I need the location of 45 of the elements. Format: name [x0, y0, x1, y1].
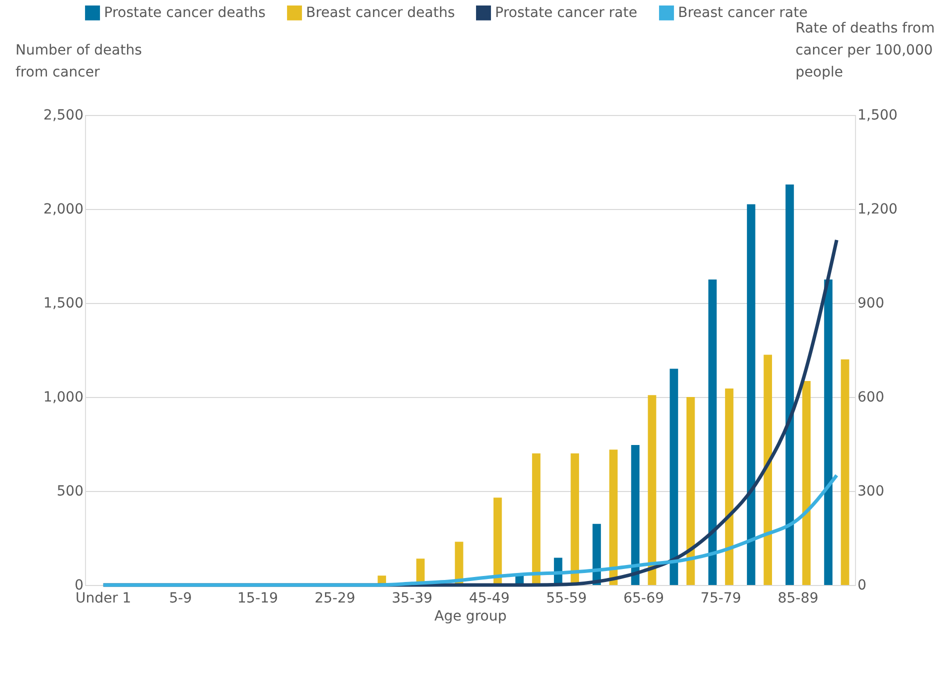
bar: [764, 354, 772, 585]
bar: [648, 395, 656, 585]
legend-label: Breast cancer deaths: [306, 4, 455, 21]
bar: [493, 498, 502, 585]
y2-tick-label: 1,500: [858, 108, 898, 124]
y2-tick-label: 0: [858, 578, 866, 594]
bar: [802, 381, 811, 585]
legend-label: Breast cancer rate: [678, 4, 808, 21]
line-series: [102, 474, 838, 587]
x-tick-label: Under 1: [75, 590, 132, 606]
bar: [824, 280, 832, 585]
x-tick-label: 25-29: [314, 590, 356, 606]
y2-tick-label: 900: [858, 296, 884, 312]
y-tick-label: 2,500: [43, 108, 84, 124]
x-tick-label: 15-19: [237, 590, 278, 606]
bar: [532, 453, 540, 585]
y2-tick-label: 1,200: [858, 202, 898, 218]
bar: [609, 450, 618, 585]
y-tick-label: 1,000: [43, 390, 84, 406]
bar: [840, 359, 850, 585]
bar: [670, 368, 678, 585]
y-tick-label: 0: [74, 578, 84, 594]
bar: [686, 397, 695, 585]
x-axis-title: Age group: [434, 608, 507, 624]
y-tick-label: 2,000: [43, 202, 84, 218]
x-tick-label: 35-39: [392, 590, 432, 606]
legend-label: Prostate cancer rate: [495, 4, 638, 21]
bar: [631, 444, 640, 585]
bar: [746, 204, 756, 585]
bar: [725, 388, 734, 585]
x-tick-label: 85-89: [778, 590, 818, 606]
y-axis-title: Number of deaths from cancer: [16, 42, 142, 80]
x-tick-label: 5-9: [169, 590, 192, 606]
bar: [786, 184, 794, 585]
y2-tick-label: 300: [858, 484, 884, 500]
y-tick-label: 500: [56, 484, 84, 500]
x-tick-label: 75-79: [700, 590, 742, 606]
bar: [708, 280, 717, 585]
y2-tick-label: 600: [858, 390, 884, 406]
x-tick-label: 65-69: [623, 590, 664, 606]
y2-axis-title: Rate of deaths from cancer per 100,000 people: [796, 20, 935, 80]
x-tick-label: 55-59: [546, 590, 587, 606]
x-tick-label: 45-49: [468, 590, 510, 606]
legend-label: Prostate cancer deaths: [104, 4, 266, 21]
y-tick-label: 1,500: [43, 296, 84, 312]
